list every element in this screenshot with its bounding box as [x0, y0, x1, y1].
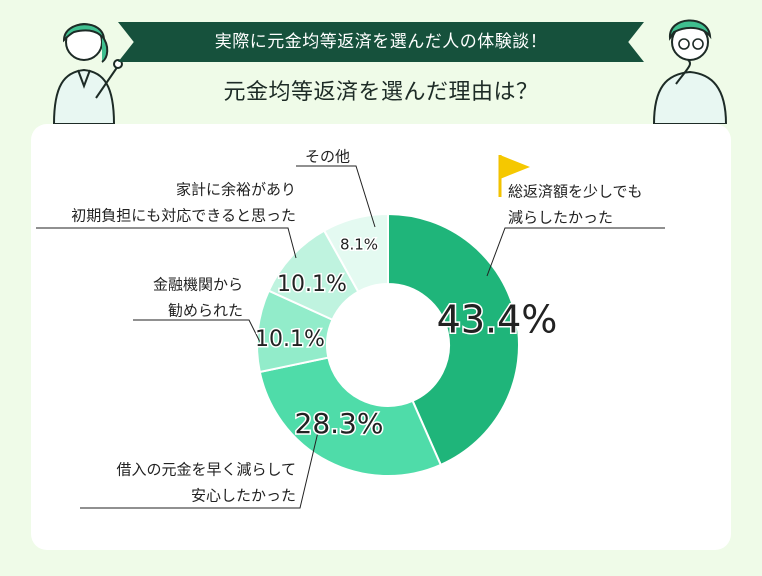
leader-line — [296, 165, 376, 228]
data-label: 28.3% — [295, 407, 384, 440]
category-label: その他 — [305, 148, 350, 166]
pie-slice — [387, 212, 520, 467]
pie-slice — [322, 212, 389, 294]
category-label: 安心したかった — [191, 487, 296, 505]
category-label: 減らしたかった — [508, 209, 613, 227]
pie-slice — [258, 356, 443, 477]
data-label: 10.1% — [255, 327, 325, 352]
man-illustration — [652, 19, 728, 124]
leader-line — [80, 431, 319, 509]
category-label: 金融機関から — [153, 276, 243, 294]
category-label: 総返済額を少しでも — [508, 183, 643, 201]
category-label: 勧められた — [168, 302, 243, 320]
woman-illustration — [52, 23, 123, 124]
leader-line — [133, 319, 263, 347]
page-title: 元金均等返済を選んだ理由は？ — [223, 80, 539, 105]
leader-line — [486, 227, 665, 277]
category-label: 借入の元金を早く減らして — [116, 461, 296, 479]
chart-card — [31, 124, 731, 550]
data-label: 43.4% — [437, 298, 558, 342]
leader-line — [36, 227, 297, 259]
data-label: 8.1% — [340, 236, 378, 254]
category-label: 家計に余裕があり — [176, 181, 296, 199]
data-label: 10.1% — [277, 272, 347, 297]
banner: 実際に元金均等返済を選んだ人の体験談！ — [118, 22, 644, 62]
category-label: 初期負担にも対応できると思った — [71, 207, 296, 225]
flag-icon — [500, 155, 530, 179]
